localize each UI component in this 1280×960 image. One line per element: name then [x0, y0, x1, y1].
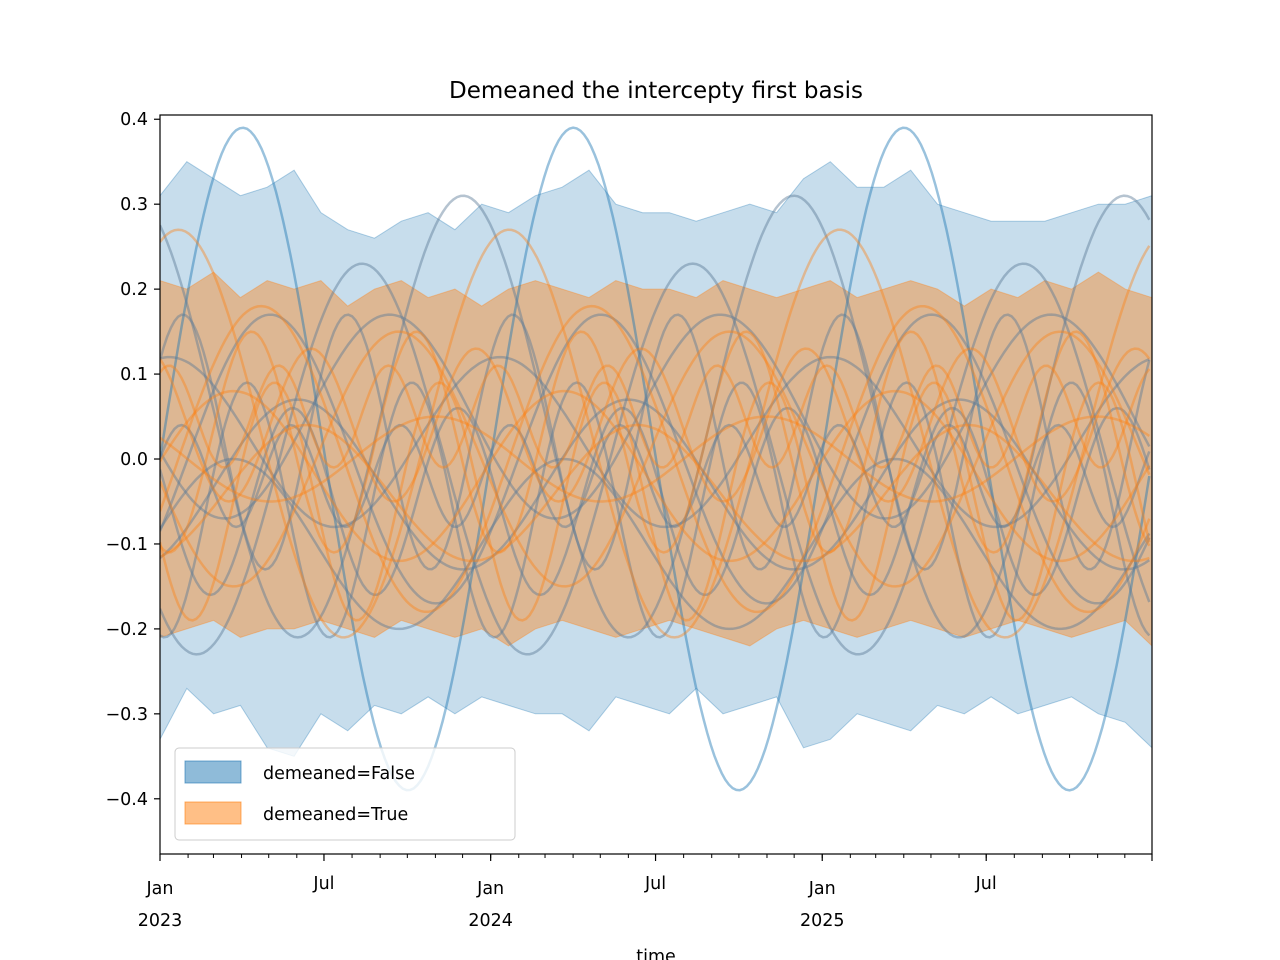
legend-label-demeaned-false: demeaned=False — [263, 764, 415, 784]
x-tick-label: Jul — [644, 874, 666, 894]
sample-line-demeaned-false-2 — [160, 262, 1151, 656]
sample-line-demeaned-false-11 — [160, 457, 1151, 631]
sample-line-demeaned-false-8 — [160, 381, 1151, 639]
y-tick-label: −0.1 — [106, 535, 149, 555]
x-axis-label: time — [636, 947, 676, 960]
x-tick-label-year: 2024 — [468, 911, 513, 931]
y-tick-label: 0.1 — [120, 365, 148, 385]
band-demeaned-true — [160, 271, 1152, 647]
sample-line-demeaned-true-8 — [160, 381, 1151, 622]
plot-area — [160, 126, 1152, 792]
sample-line-demeaned-false-0 — [160, 126, 1151, 792]
sample-line-demeaned-false-6 — [160, 406, 1151, 597]
sample-line-demeaned-false-9 — [160, 313, 1151, 605]
y-tick-label: −0.3 — [106, 705, 149, 725]
legend-label-demeaned-true: demeaned=True — [263, 805, 408, 825]
sample-line-demeaned-true-1 — [160, 330, 1151, 588]
sample-line-demeaned-true-9 — [160, 415, 1150, 503]
sample-line-demeaned-true-6 — [160, 304, 1151, 614]
legend-swatch-demeaned-false — [184, 760, 242, 784]
x-tick-label: Jan — [476, 879, 504, 899]
y-tick-label: 0.2 — [120, 280, 148, 300]
legend-swatch-demeaned-true — [184, 801, 242, 825]
sample-line-demeaned-true-7 — [160, 364, 1151, 469]
sample-line-demeaned-false-4 — [160, 398, 1150, 571]
x-tick-label: Jan — [808, 879, 836, 899]
y-tick-label: −0.2 — [106, 620, 149, 640]
sample-line-demeaned-true-5 — [160, 423, 1150, 563]
y-tick-label: 0.0 — [120, 450, 148, 470]
y-tick-label: −0.4 — [106, 790, 149, 810]
x-tick-label: Jan — [146, 879, 174, 899]
y-axis: −0.4 −0.3 −0.2 −0.1 0.0 0.1 0.2 0.3 0.4 — [106, 110, 160, 810]
x-tick-label-year: 2025 — [800, 911, 845, 931]
sample-line-demeaned-false-3 — [160, 313, 1151, 571]
x-tick-label: Jul — [312, 874, 334, 894]
x-tick-label: Jul — [975, 874, 997, 894]
sample-line-demeaned-false-1 — [160, 194, 1151, 639]
legend-box — [174, 747, 516, 841]
sample-line-demeaned-false-10 — [160, 423, 1151, 529]
sample-line-demeaned-true-3 — [160, 389, 1151, 563]
sample-line-demeaned-false-7 — [160, 355, 1150, 529]
sample-line-demeaned-true-4 — [160, 347, 1151, 503]
x-tick-label-year: 2023 — [138, 911, 183, 931]
y-tick-label: 0.4 — [120, 110, 148, 130]
sample-line-demeaned-false-5 — [160, 313, 1151, 520]
band-demeaned-false — [160, 161, 1152, 757]
y-tick-label: 0.3 — [120, 195, 148, 215]
sample-line-demeaned-true-2 — [160, 330, 1151, 554]
chart-title: Demeaned the intercepty first basis — [449, 78, 863, 104]
x-axis: Jan 2023 Jul Jan 2024 Jul Jan 2025 Jul — [138, 854, 1153, 931]
sample-line-demeaned-true-0 — [160, 228, 1151, 639]
legend: demeaned=False demeaned=True — [174, 747, 516, 841]
